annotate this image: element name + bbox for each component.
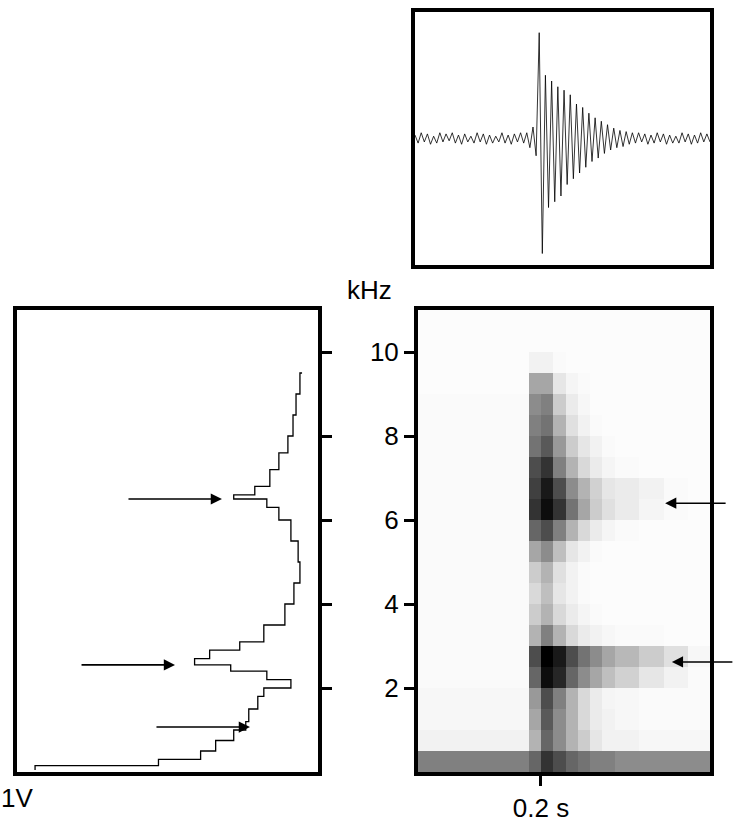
- svg-text:1V: 1V: [1, 783, 33, 813]
- svg-text:0.2 s: 0.2 s: [513, 793, 569, 823]
- svg-text:10: 10: [370, 337, 399, 367]
- svg-text:2: 2: [384, 673, 398, 703]
- svg-text:6: 6: [384, 505, 398, 535]
- svg-text:kHz: kHz: [347, 275, 392, 305]
- svg-text:4: 4: [384, 589, 398, 619]
- svg-text:8: 8: [384, 421, 398, 451]
